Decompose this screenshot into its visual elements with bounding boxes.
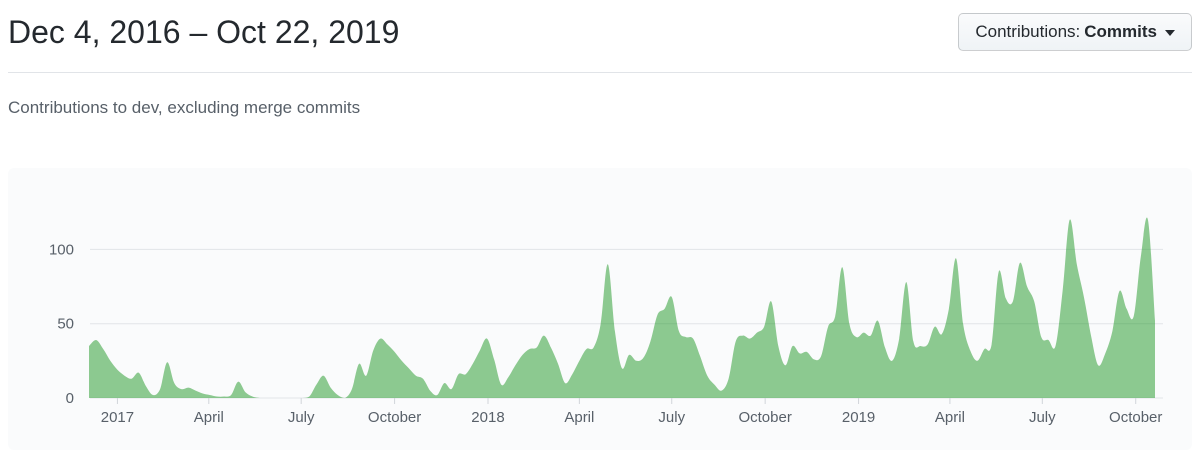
- contributions-chart: 0 50 100 2017 April July October 2018 April July O…: [49, 217, 1163, 426]
- contributions-filter-button[interactable]: Contributions: Commits: [958, 13, 1192, 51]
- dropdown-caret-icon: [1165, 29, 1175, 36]
- page-header: Dec 4, 2016 – Oct 22, 2019 Contributions…: [8, 0, 1192, 54]
- chart-subtitle: Contributions to dev, excluding merge co…: [8, 98, 361, 117]
- x-axis-label-6: July: [658, 409, 685, 426]
- x-axis-label-1: April: [194, 409, 224, 426]
- area-series-commits: [89, 217, 1155, 398]
- x-axis-label-2: July: [288, 409, 315, 426]
- y-axis-label-0: 0: [66, 390, 74, 407]
- y-axis-label-100: 100: [49, 241, 74, 258]
- x-axis-label-5: April: [564, 409, 594, 426]
- x-axis-label-3: October: [368, 409, 421, 426]
- contributions-insights-page: Dec 4, 2016 – Oct 22, 2019 Contributions…: [8, 0, 1192, 450]
- x-axis-label-4: 2018: [471, 409, 504, 426]
- x-axis-label-0: 2017: [101, 409, 134, 426]
- y-axis-label-50: 50: [57, 316, 74, 333]
- chart-panel: 0 50 100 2017 April July October 2018 April July O…: [8, 168, 1192, 450]
- x-axis-label-11: October: [1109, 409, 1162, 426]
- filter-value: Commits: [1084, 22, 1157, 41]
- title-divider: [8, 72, 1192, 73]
- x-axis-label-9: April: [935, 409, 965, 426]
- filter-label: Contributions:: [975, 22, 1081, 41]
- x-axis-label-10: July: [1029, 409, 1056, 426]
- x-axis-label-8: 2019: [842, 409, 875, 426]
- x-axis-label-7: October: [738, 409, 791, 426]
- page-title: Dec 4, 2016 – Oct 22, 2019: [8, 14, 400, 50]
